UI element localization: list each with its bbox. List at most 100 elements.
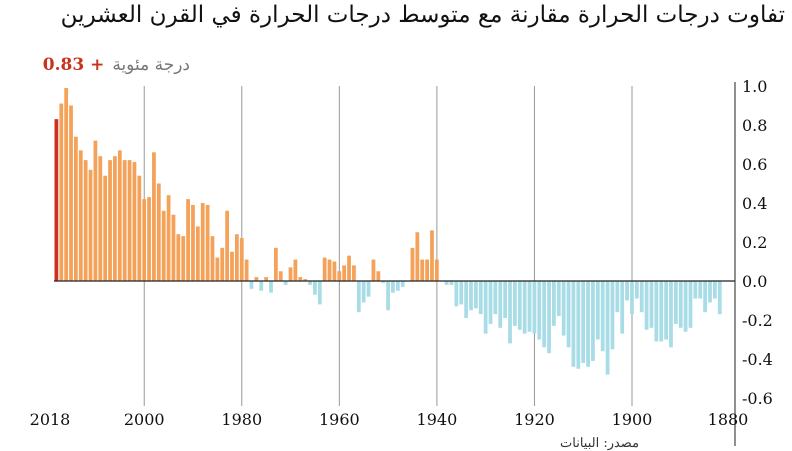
bar-1956 xyxy=(356,281,361,313)
bar-1914 xyxy=(561,281,566,336)
bar-1976 xyxy=(259,281,264,291)
bar-1986 xyxy=(210,236,215,281)
bar-2016 xyxy=(64,87,69,281)
x-tick-label: 1980 xyxy=(221,410,262,429)
bar-1995 xyxy=(166,195,171,281)
bar-1973 xyxy=(274,247,278,281)
bar-1922 xyxy=(522,281,527,334)
bar-2002 xyxy=(132,162,137,281)
y-tick-label: 0.0 xyxy=(742,272,767,291)
bar-1915 xyxy=(556,281,561,317)
bar-1980 xyxy=(239,238,244,281)
bar-1994 xyxy=(171,214,176,281)
bar-1886 xyxy=(698,281,703,299)
bar-1975 xyxy=(264,277,269,281)
bar-1968 xyxy=(298,277,303,281)
bar-1943 xyxy=(420,259,425,281)
bar-1996 xyxy=(161,210,166,281)
bar-1930 xyxy=(483,281,488,334)
y-tick-label: 1.0 xyxy=(742,77,767,96)
bar-1884 xyxy=(708,281,712,303)
x-tick-label: 1940 xyxy=(417,410,458,429)
x-tick-label: 1880 xyxy=(708,410,749,429)
bar-1931 xyxy=(478,281,483,315)
bar-1972 xyxy=(278,271,283,281)
bar-1890 xyxy=(678,281,683,328)
x-tick-label: 2018 xyxy=(30,410,71,429)
bar-1988 xyxy=(200,203,205,281)
bar-1978 xyxy=(249,281,254,289)
bar-1940 xyxy=(434,259,439,281)
y-tick-label: 0.4 xyxy=(742,194,767,213)
bar-1952 xyxy=(376,271,381,281)
bar-1928 xyxy=(493,281,498,315)
bar-1917 xyxy=(547,281,551,354)
bar-1898 xyxy=(639,281,644,313)
bar-1927 xyxy=(498,281,503,328)
bars-group xyxy=(54,87,722,375)
bar-2000 xyxy=(142,199,147,281)
bar-1892 xyxy=(669,281,673,348)
y-tick-label: -0.6 xyxy=(742,389,773,408)
bar-1966 xyxy=(308,281,312,285)
unit-label: درجة مئوية xyxy=(112,55,190,75)
bar-1894 xyxy=(659,281,664,342)
x-tick-labels: 2018 2000 1980 1960 1940 1920 1900 1880 xyxy=(30,410,749,429)
bar-1967 xyxy=(303,279,308,281)
bar-1904 xyxy=(610,281,615,350)
bar-1960 xyxy=(337,271,342,281)
bar-1977 xyxy=(254,277,259,281)
bar-1944 xyxy=(415,232,420,281)
bar-1937 xyxy=(449,281,454,285)
bar-1948 xyxy=(395,281,400,291)
bar-1971 xyxy=(283,281,288,285)
bar-1935 xyxy=(459,281,464,305)
y-tick-label: 0.8 xyxy=(742,116,767,135)
bar-2015 xyxy=(69,105,73,281)
bar-1919 xyxy=(537,281,542,340)
bar-1908 xyxy=(591,281,595,361)
bar-2008 xyxy=(103,175,108,281)
bar-1921 xyxy=(527,281,532,332)
bar-1907 xyxy=(595,281,600,340)
bar-1953 xyxy=(371,259,376,281)
bar-1897 xyxy=(644,281,649,330)
bar-1938 xyxy=(444,281,449,285)
bar-1959 xyxy=(342,265,347,281)
bar-1969 xyxy=(293,259,298,281)
bar-1887 xyxy=(693,281,698,299)
bar-2013 xyxy=(78,150,83,281)
bar-1900 xyxy=(630,281,634,315)
bar-1991 xyxy=(186,199,190,281)
bar-1910 xyxy=(581,281,586,363)
bar-1909 xyxy=(586,281,590,367)
bar-2009 xyxy=(98,156,103,281)
bar-1932 xyxy=(473,281,478,309)
bar-1925 xyxy=(508,281,512,344)
bar-1998 xyxy=(152,152,156,281)
bar-1982 xyxy=(230,251,234,281)
bar-1896 xyxy=(649,281,654,328)
bar-1941 xyxy=(430,230,434,281)
bar-1950 xyxy=(386,281,390,311)
bar-1979 xyxy=(244,259,249,281)
bar-1984 xyxy=(220,247,225,281)
bar-1929 xyxy=(488,281,493,324)
bar-1889 xyxy=(683,281,688,332)
bar-1913 xyxy=(566,281,571,348)
bar-1924 xyxy=(513,281,517,326)
bar-1963 xyxy=(322,257,327,281)
bar-1981 xyxy=(234,234,239,281)
x-tick-label: 1900 xyxy=(612,410,653,429)
bar-1926 xyxy=(503,281,508,319)
bar-1888 xyxy=(688,281,693,328)
bar-1902 xyxy=(620,281,625,334)
bar-2007 xyxy=(108,160,112,281)
bar-1893 xyxy=(664,281,668,340)
bar-1891 xyxy=(673,281,678,324)
bar-1933 xyxy=(469,281,473,311)
bar-2004 xyxy=(122,160,127,281)
bar-1993 xyxy=(176,234,181,281)
bar-2010 xyxy=(93,140,98,281)
bar-1945 xyxy=(410,247,415,281)
